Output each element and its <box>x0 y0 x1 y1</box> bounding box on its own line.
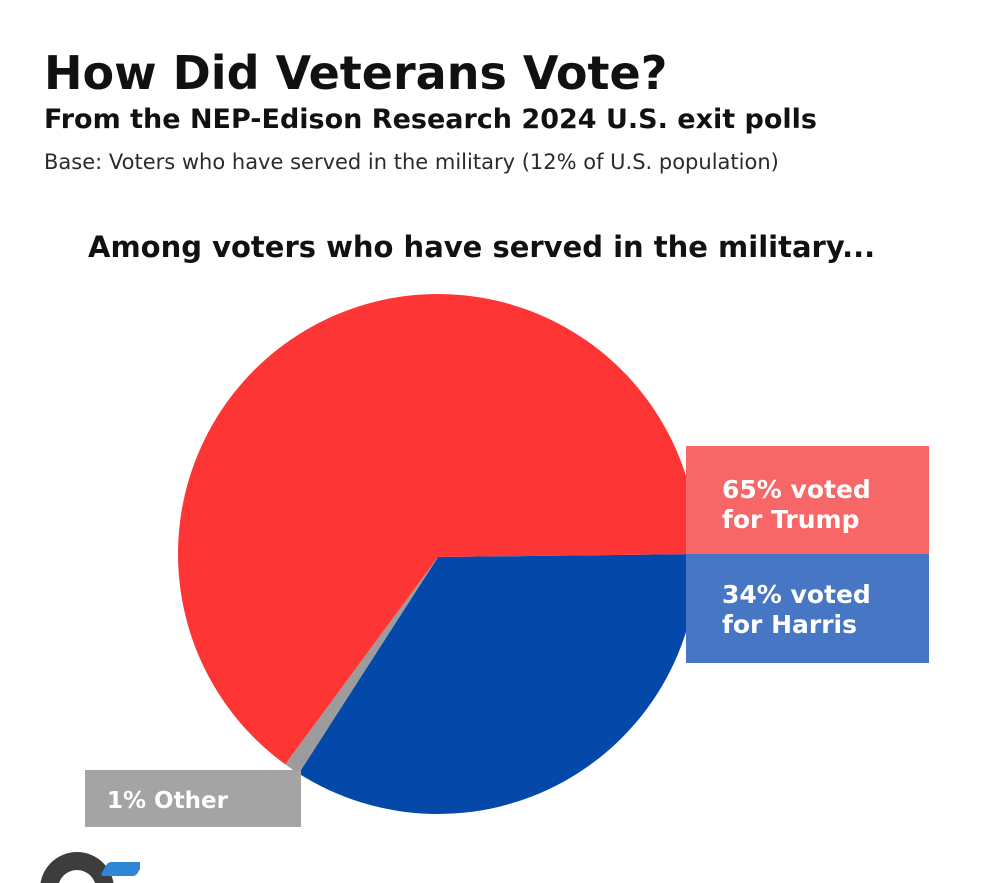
page-subtitle: From the NEP-Edison Research 2024 U.S. e… <box>44 104 818 135</box>
label-box-other <box>85 770 301 827</box>
base-note: Base: Voters who have served in the mili… <box>44 150 779 174</box>
data-label-other: 1% Other <box>107 788 229 814</box>
logo-inner-icon <box>58 870 96 883</box>
logo-icon <box>40 852 140 883</box>
data-label-harris-line: 34% voted <box>722 580 871 609</box>
label-box-harris <box>686 554 929 663</box>
data-label-harris: 34% voted for Harris <box>722 580 871 639</box>
data-label-trump: 65% voted for Trump <box>722 475 871 534</box>
pie-slice-trump <box>177 294 698 765</box>
label-box-trump <box>686 446 929 554</box>
data-label-harris-line: for Harris <box>722 610 857 639</box>
data-label-trump-line: for Trump <box>722 505 859 534</box>
pie-slice-harris <box>298 554 698 814</box>
logo-circle-icon <box>40 852 114 883</box>
pie-slice-other <box>285 557 438 774</box>
data-label-other-line: 1% Other <box>107 788 229 814</box>
data-label-trump-line: 65% voted <box>722 475 871 504</box>
logo-swoosh-icon <box>99 862 140 876</box>
page-title: How Did Veterans Vote? <box>44 46 668 100</box>
chart-title: Among voters who have served in the mili… <box>88 230 876 264</box>
